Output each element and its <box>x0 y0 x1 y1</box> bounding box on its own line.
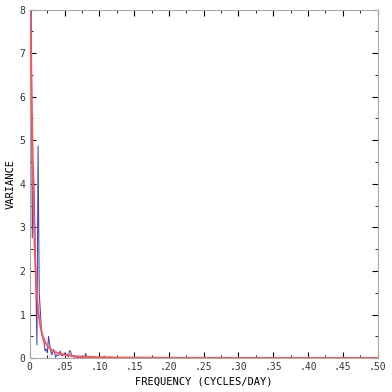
Y-axis label: VARIANCE: VARIANCE <box>5 159 16 209</box>
X-axis label: FREQUENCY (CYCLES/DAY): FREQUENCY (CYCLES/DAY) <box>135 376 272 387</box>
